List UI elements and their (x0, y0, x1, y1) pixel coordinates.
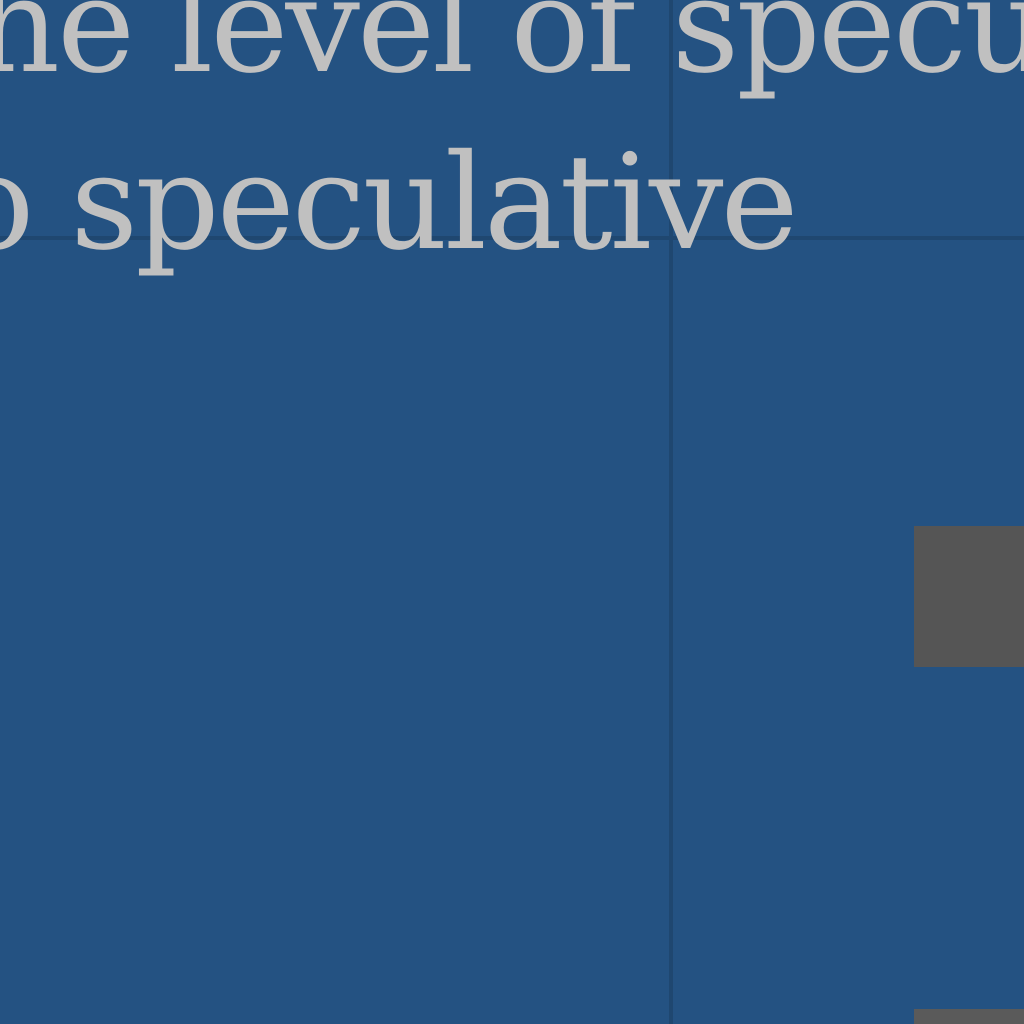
heading-line-1: he level of specula (0, 0, 1024, 103)
horizontal-gridline (0, 236, 1024, 240)
gray-block (914, 526, 1024, 667)
vertical-gridline (669, 0, 673, 1024)
heading-line-2: o speculative (0, 126, 799, 280)
gray-block-bottom (914, 1009, 1024, 1024)
